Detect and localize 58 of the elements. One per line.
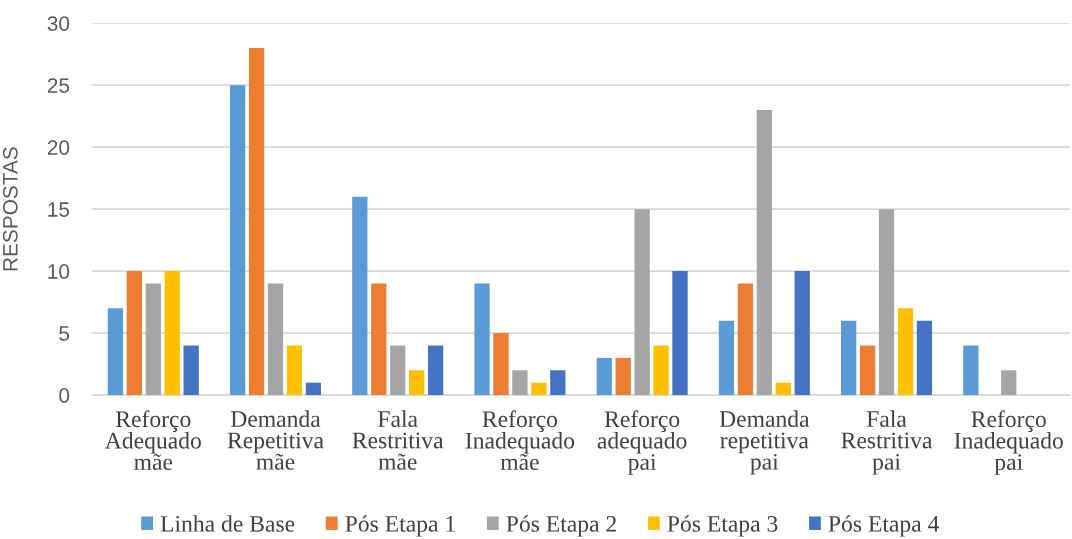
legend-label: Pós Etapa 2: [506, 515, 616, 537]
bar: [183, 345, 199, 396]
bar: [859, 345, 876, 396]
x-tick-label: Reforço Adequado mãe: [105, 410, 201, 471]
bar: [897, 308, 914, 396]
x-tick-label: Fala Restritiva pai: [841, 410, 933, 475]
legend-label: Linha de Base: [160, 515, 295, 532]
y-axis-title: RESPOSTAS: [2, 147, 18, 271]
bar: [531, 382, 547, 396]
bar: [737, 283, 754, 396]
bar: [229, 85, 246, 396]
bar: [371, 283, 387, 396]
x-tick-label: Demanda repetitiva pai: [719, 410, 810, 475]
legend-label: Pós Etapa 1: [345, 515, 455, 537]
y-tick-label: 30: [47, 16, 70, 31]
bar: [164, 271, 180, 396]
bar: [1001, 370, 1017, 396]
bar: [550, 370, 566, 396]
bar: [596, 357, 612, 396]
y-tick-label: 5: [59, 326, 70, 341]
x-tick-label: Reforço Inadequado pai: [954, 410, 1063, 475]
bar: [474, 283, 490, 396]
bar: [756, 109, 772, 396]
bar: [775, 382, 791, 396]
bar: [305, 382, 322, 396]
x-tick-label: Fala Restritiva mãe: [352, 410, 444, 470]
bar: [390, 345, 406, 396]
x-tick-label: Demanda Repetitiva mãe: [227, 410, 324, 470]
y-tick-label: 0: [59, 388, 70, 403]
bar: [634, 209, 650, 396]
legend-label: Pós Etapa 3: [667, 515, 778, 537]
bar: [916, 320, 933, 396]
bar: [878, 209, 895, 396]
bar: [672, 271, 688, 396]
bar: [794, 271, 810, 396]
bar: [267, 283, 284, 396]
bar: [409, 370, 425, 396]
bar: [427, 345, 444, 396]
y-tick-label: 25: [47, 78, 70, 93]
bar: [653, 345, 669, 396]
x-tick-label: Reforço adequado pai: [597, 410, 687, 475]
bar: [126, 271, 142, 396]
y-tick-label: 10: [48, 264, 70, 279]
x-tick-label: Reforço Inadequado mãe: [465, 410, 575, 471]
bar: [615, 357, 631, 396]
bar: [352, 196, 368, 396]
bar: [286, 345, 303, 396]
bar: [145, 283, 161, 396]
bar: [512, 370, 528, 396]
bar: [841, 320, 857, 396]
bar: [107, 308, 124, 396]
bar: [493, 333, 509, 396]
bar: [248, 47, 265, 396]
y-tick-label: 15: [48, 202, 70, 217]
bar: [963, 345, 979, 396]
y-tick-label: 20: [47, 140, 70, 155]
bar: [718, 320, 735, 396]
legend-label: Pós Etapa 4: [828, 515, 940, 537]
